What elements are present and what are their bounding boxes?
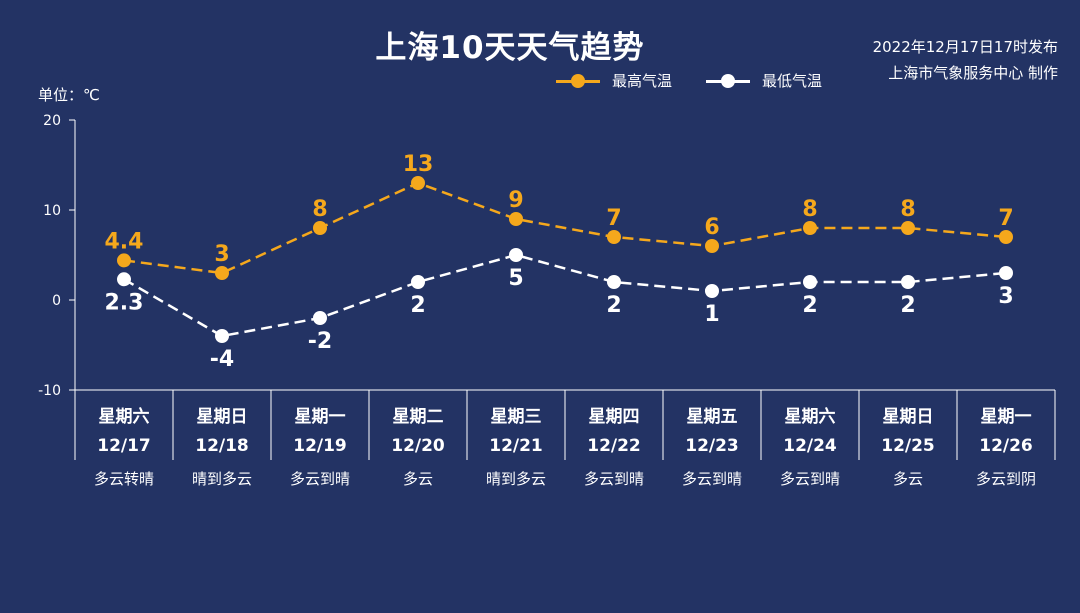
publisher: 上海市气象服务中心 制作 <box>888 64 1058 82</box>
publish-time: 2022年12月17日17时发布 <box>872 38 1058 56</box>
category-date: 12/23 <box>685 436 739 456</box>
data-label-low: 2 <box>802 293 817 318</box>
point-low <box>901 275 915 289</box>
series-line-low <box>123 253 1007 338</box>
point-high <box>215 266 229 280</box>
data-label-high: 8 <box>312 197 327 222</box>
category-date: 12/20 <box>391 436 445 456</box>
category-date: 12/19 <box>293 436 347 456</box>
point-low <box>607 275 621 289</box>
point-high <box>705 239 719 253</box>
category-weather: 晴到多云 <box>192 470 252 488</box>
data-label-high: 4.4 <box>105 229 144 254</box>
data-label-low: 5 <box>508 266 523 291</box>
category-date: 12/17 <box>97 436 151 456</box>
category-weekday: 星期四 <box>589 407 640 427</box>
legend-item-low[interactable]: 最低气温 <box>706 70 822 91</box>
category-weekday: 星期一 <box>295 407 346 427</box>
point-low <box>999 266 1013 280</box>
legend-low-marker <box>706 73 751 89</box>
y-tick-label: 10 <box>43 203 61 219</box>
series-line-high <box>123 181 1007 275</box>
category-weekday: 星期六 <box>99 406 150 427</box>
category-date: 12/18 <box>195 436 249 456</box>
category-weather: 多云到晴 <box>290 470 350 488</box>
data-label-low: 2 <box>606 293 621 318</box>
category-weather: 多云 <box>403 470 433 488</box>
data-label-high: 9 <box>508 188 523 213</box>
point-low <box>803 275 817 289</box>
data-label-low: 2.3 <box>105 290 144 315</box>
publish-info: 2022年12月17日17时发布 上海市气象服务中心 制作 <box>873 34 1058 86</box>
point-low <box>215 329 229 343</box>
data-label-low: -4 <box>210 347 234 372</box>
point-high <box>313 221 327 235</box>
legend-item-high[interactable]: 最高气温 <box>556 70 672 91</box>
y-tick-label: 0 <box>52 293 61 309</box>
category-weekday: 星期三 <box>491 407 542 427</box>
chart-title: 上海10天天气趋势 <box>375 30 645 66</box>
point-low <box>509 248 523 262</box>
point-high <box>509 212 523 226</box>
data-label-low: 3 <box>998 284 1013 309</box>
category-weekday: 星期五 <box>687 407 738 427</box>
category-date: 12/25 <box>881 436 935 456</box>
data-label-high: 8 <box>900 197 915 222</box>
data-label-low: -2 <box>308 329 332 354</box>
data-label-high: 7 <box>998 206 1013 231</box>
category-weather: 多云到晴 <box>584 470 644 488</box>
data-label-high: 8 <box>802 197 817 222</box>
point-high <box>803 221 817 235</box>
category-date: 12/24 <box>783 436 837 456</box>
unit-label: 单位：℃ <box>38 86 100 104</box>
category-weather: 晴到多云 <box>486 470 546 488</box>
category-weekday: 星期二 <box>393 407 444 427</box>
point-low <box>117 272 131 287</box>
y-tick-label: -10 <box>38 383 61 399</box>
point-low <box>313 311 327 325</box>
data-label-low: 1 <box>704 302 719 327</box>
data-label-high: 6 <box>704 215 719 240</box>
data-label-high: 13 <box>403 152 434 177</box>
category-date: 12/21 <box>489 436 543 456</box>
point-high <box>411 176 425 190</box>
category-weather: 多云 <box>893 470 923 488</box>
point-high <box>999 230 1013 244</box>
data-label-low: 2 <box>900 293 915 318</box>
data-label-high: 3 <box>214 242 229 267</box>
category-weekday: 星期日 <box>197 407 248 427</box>
category-weather: 多云转晴 <box>94 470 154 488</box>
legend-high-marker <box>556 73 600 89</box>
category-date: 12/22 <box>587 436 641 456</box>
category-date: 12/26 <box>979 436 1033 456</box>
point-low <box>411 275 425 289</box>
point-high <box>901 221 915 235</box>
data-label-high: 7 <box>606 206 621 231</box>
legend-high-label: 最高气温 <box>612 72 673 90</box>
point-low <box>705 284 719 298</box>
category-weekday: 星期六 <box>785 406 836 427</box>
y-tick-label: 20 <box>43 113 61 129</box>
data-label-low: 2 <box>410 293 425 318</box>
legend-low-label: 最低气温 <box>762 72 823 90</box>
point-high <box>117 253 131 268</box>
category-weather: 多云到晴 <box>682 470 742 488</box>
category-weather: 多云到晴 <box>780 470 840 488</box>
category-weekday: 星期日 <box>883 407 934 427</box>
category-weather: 多云到阴 <box>976 470 1036 488</box>
point-high <box>607 230 621 244</box>
legend: 最高气温 最低气温 <box>556 70 856 91</box>
category-weekday: 星期一 <box>981 407 1032 427</box>
